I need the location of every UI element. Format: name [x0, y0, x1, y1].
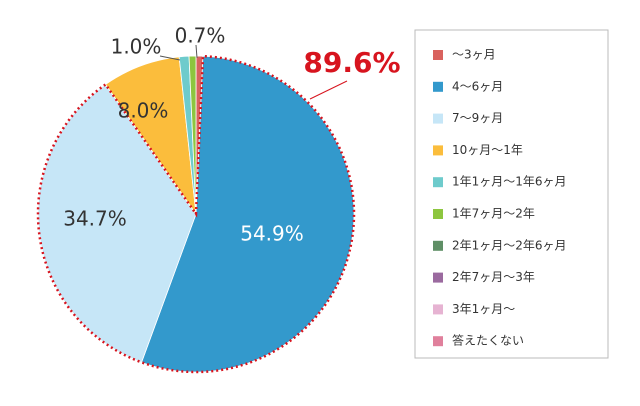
value-label: 34.7% — [63, 207, 127, 231]
leader-line — [159, 55, 181, 61]
value-label: 1.0% — [111, 35, 162, 59]
legend-label: 答えたくない — [452, 333, 524, 348]
legend-swatch — [433, 240, 443, 251]
legend-swatch — [433, 81, 443, 92]
legend-label: 1年7ヶ月〜2年 — [452, 207, 535, 221]
value-label: 0.7% — [175, 24, 226, 48]
legend-swatch — [433, 304, 443, 315]
value-label: 54.9% — [240, 222, 304, 246]
legend-swatch — [433, 209, 443, 219]
legend-label: 2年1ヶ月〜2年6ヶ月 — [452, 238, 567, 252]
value-label: 8.0% — [118, 99, 169, 123]
legend-label: 10ヶ月〜1年 — [452, 143, 523, 157]
legend-swatch — [433, 50, 443, 60]
legend-label: 〜3ヶ月 — [452, 48, 496, 62]
legend-swatch — [433, 145, 443, 156]
legend-label: 1年1ヶ月〜1年6ヶ月 — [452, 175, 567, 189]
leader-line — [195, 44, 198, 59]
annotation-leader — [309, 80, 348, 100]
legend-label: 2年7ヶ月〜3年 — [452, 270, 535, 284]
legend-swatch — [433, 272, 443, 283]
legend-label: 7〜9ヶ月 — [452, 111, 503, 125]
pie-slice — [188, 55, 197, 215]
annotation: 89.6% — [303, 46, 400, 79]
legend-label: 4〜6ヶ月 — [452, 79, 503, 93]
legend-box — [414, 29, 609, 359]
legend-label: 3年1ヶ月〜 — [452, 302, 515, 316]
legend-swatch — [433, 113, 443, 124]
legend-swatch — [433, 177, 443, 188]
legend-swatch — [433, 336, 443, 347]
